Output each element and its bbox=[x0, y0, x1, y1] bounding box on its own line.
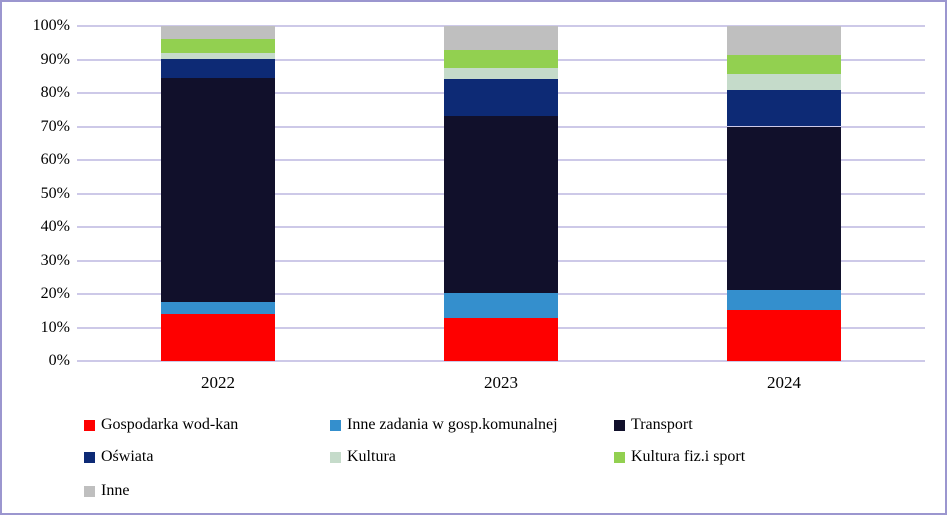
bar-segment bbox=[727, 309, 841, 361]
gridline bbox=[77, 360, 925, 362]
bar-segment bbox=[444, 78, 558, 117]
bar-segment bbox=[727, 54, 841, 74]
legend-label: Kultura bbox=[347, 448, 396, 465]
legend-item: Inne bbox=[84, 480, 129, 502]
bar-segment bbox=[727, 26, 841, 55]
y-tick-label: 80% bbox=[40, 84, 70, 101]
legend-item: Oświata bbox=[84, 446, 153, 468]
y-tick-label: 10% bbox=[40, 318, 70, 336]
y-tick-label: 40% bbox=[40, 218, 70, 235]
legend-label: Gospodarka wod-kan bbox=[101, 416, 239, 433]
legend-item: Transport bbox=[614, 414, 693, 436]
y-tick-label: 50% bbox=[40, 184, 70, 202]
bar-segment bbox=[161, 52, 275, 60]
bar-segment bbox=[161, 39, 275, 53]
legend-item: Kultura fiz.i sport bbox=[614, 446, 745, 468]
legend-label: Oświata bbox=[101, 448, 154, 465]
bar-segment bbox=[444, 293, 558, 319]
x-axis-label: 2022 bbox=[201, 373, 235, 392]
bar-segment bbox=[161, 77, 275, 303]
bar-segment bbox=[727, 73, 841, 90]
bar-segment bbox=[444, 67, 558, 79]
legend-swatch bbox=[84, 485, 95, 497]
bar-segment bbox=[444, 26, 558, 51]
x-axis-label: 2023 bbox=[484, 373, 518, 392]
y-tick-label: 90% bbox=[40, 50, 70, 68]
bar-segment bbox=[161, 302, 275, 315]
bar-segment bbox=[161, 314, 275, 361]
y-tick-label: 30% bbox=[40, 251, 70, 269]
legend-swatch bbox=[330, 419, 341, 431]
y-tick-label: 100% bbox=[32, 17, 70, 34]
bar-segment bbox=[161, 59, 275, 78]
bar-segment bbox=[161, 26, 275, 40]
legend-item: Kultura bbox=[330, 446, 396, 468]
y-tick-label: 20% bbox=[40, 285, 70, 302]
y-tick-label: 60% bbox=[40, 151, 70, 168]
legend-swatch bbox=[614, 419, 625, 431]
legend-swatch bbox=[84, 451, 95, 463]
bar-segment bbox=[727, 89, 841, 127]
bar-segment bbox=[444, 318, 558, 361]
legend-label: Kultura fiz.i sport bbox=[631, 448, 746, 465]
legend-item: Gospodarka wod-kan bbox=[84, 414, 238, 436]
bar-segment bbox=[727, 289, 841, 310]
bar-segment bbox=[444, 116, 558, 294]
legend-label: Inne bbox=[101, 482, 130, 499]
bar-segment bbox=[727, 126, 841, 290]
bar-segment bbox=[444, 50, 558, 68]
x-axis-label: 2024 bbox=[767, 373, 801, 392]
y-tick-label: 70% bbox=[40, 117, 70, 135]
legend-swatch bbox=[330, 451, 341, 463]
legend-swatch bbox=[614, 451, 625, 463]
legend-item: Inne zadania w gosp.komunalnej bbox=[330, 414, 558, 436]
legend-label: Inne zadania w gosp.komunalnej bbox=[347, 416, 558, 433]
y-tick-label: 0% bbox=[48, 352, 70, 369]
legend-label: Transport bbox=[631, 416, 693, 433]
legend-swatch bbox=[84, 419, 95, 431]
